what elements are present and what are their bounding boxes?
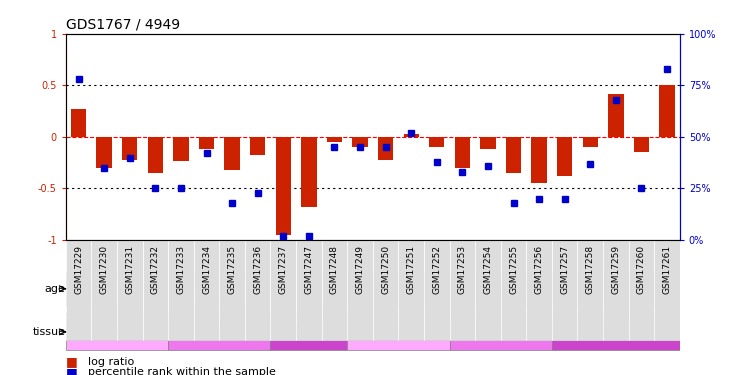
Bar (347, 240, 373, 341)
Bar (347, 314, 450, 350)
Bar (143, 240, 168, 341)
Text: log ratio: log ratio (88, 357, 134, 367)
Bar (96, 137, 112, 168)
Text: GSM17234: GSM17234 (202, 245, 211, 294)
Text: GSM17260: GSM17260 (637, 245, 646, 294)
Text: ■: ■ (66, 356, 77, 368)
Bar (327, 137, 342, 142)
Bar (168, 314, 270, 350)
Bar (404, 134, 419, 137)
Bar (603, 240, 629, 341)
Bar (301, 137, 317, 207)
Bar (194, 240, 219, 341)
Text: GSM17261: GSM17261 (662, 245, 672, 294)
Bar (276, 137, 291, 235)
Bar (450, 314, 552, 350)
Text: GSM17247: GSM17247 (304, 245, 314, 294)
Bar (552, 240, 577, 341)
Text: GSM17233: GSM17233 (176, 245, 186, 294)
Bar (347, 272, 680, 306)
Text: muscle: muscle (197, 326, 242, 338)
Bar (450, 240, 475, 341)
Text: GSM17237: GSM17237 (279, 245, 288, 294)
Text: GDS1767 / 4949: GDS1767 / 4949 (66, 17, 180, 31)
Bar (270, 240, 296, 341)
Text: GSM17253: GSM17253 (458, 245, 467, 294)
Bar (526, 240, 552, 341)
Bar (506, 137, 521, 173)
Bar (398, 240, 424, 341)
Bar (250, 137, 265, 156)
Bar (66, 314, 168, 350)
Text: GSM17251: GSM17251 (406, 245, 416, 294)
Text: GSM17232: GSM17232 (151, 245, 160, 294)
Text: GSM17249: GSM17249 (355, 245, 365, 294)
Bar (455, 137, 470, 168)
Bar (148, 137, 163, 173)
Bar (480, 137, 496, 149)
Bar (659, 86, 675, 137)
Bar (66, 240, 91, 341)
Text: muscle: muscle (478, 326, 523, 338)
Text: GSM17258: GSM17258 (586, 245, 595, 294)
Text: 12 wk: 12 wk (495, 282, 532, 295)
Bar (322, 240, 347, 341)
Bar (552, 314, 680, 350)
Text: GSM17257: GSM17257 (560, 245, 569, 294)
Bar (122, 137, 137, 160)
Text: GSM17255: GSM17255 (509, 245, 518, 294)
Bar (583, 137, 598, 147)
Text: GSM17235: GSM17235 (227, 245, 237, 294)
Text: adipose: adipose (92, 326, 142, 338)
Text: GSM17252: GSM17252 (432, 245, 442, 294)
Bar (373, 240, 398, 341)
Text: adipose: adipose (374, 326, 423, 338)
Text: GSM17248: GSM17248 (330, 245, 339, 294)
Text: GSM17236: GSM17236 (253, 245, 262, 294)
Bar (245, 240, 270, 341)
Bar (296, 240, 322, 341)
Text: ■: ■ (66, 366, 77, 375)
Bar (531, 137, 547, 183)
Bar (71, 109, 86, 137)
Bar (173, 137, 189, 160)
Bar (66, 272, 347, 306)
Bar (270, 314, 347, 350)
Text: GSM17254: GSM17254 (483, 245, 493, 294)
Bar (557, 137, 572, 176)
Text: GSM17230: GSM17230 (99, 245, 109, 294)
Text: GSM17250: GSM17250 (381, 245, 390, 294)
Bar (424, 240, 450, 341)
Text: 6 wk: 6 wk (192, 282, 221, 295)
Text: liver: liver (295, 326, 322, 338)
Bar (91, 240, 117, 341)
Bar (219, 240, 245, 341)
Bar (352, 137, 368, 147)
Text: GSM17229: GSM17229 (74, 245, 83, 294)
Text: liver: liver (602, 326, 629, 338)
Bar (608, 94, 624, 137)
Bar (629, 240, 654, 341)
Text: GSM17231: GSM17231 (125, 245, 135, 294)
Bar (117, 240, 143, 341)
Bar (168, 240, 194, 341)
Bar (224, 137, 240, 170)
Bar (429, 137, 444, 147)
Bar (475, 240, 501, 341)
Text: GSM17259: GSM17259 (611, 245, 621, 294)
Text: age: age (45, 284, 65, 294)
Bar (654, 240, 680, 341)
Text: percentile rank within the sample: percentile rank within the sample (88, 368, 276, 375)
Bar (634, 137, 649, 152)
Text: GSM17256: GSM17256 (534, 245, 544, 294)
Bar (501, 240, 526, 341)
Bar (199, 137, 214, 149)
Text: tissue: tissue (32, 327, 65, 337)
Bar (577, 240, 603, 341)
Bar (378, 137, 393, 160)
